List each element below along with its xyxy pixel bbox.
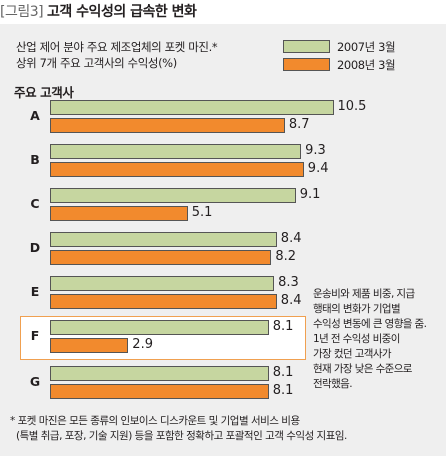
legend-label-2008: 2008년 3월 — [337, 58, 396, 72]
legend-swatch-2007 — [283, 40, 330, 53]
value-label-a-2007: 10.5 — [337, 99, 367, 114]
bar-c-2008 — [50, 206, 188, 221]
annotation-line: 현재 가장 낮은 수준으로 — [313, 363, 412, 375]
legend-swatch-2008 — [283, 58, 330, 71]
chart-subtitle-line-2: 상위 7개 주요 고객사의 수익성(%) — [16, 56, 177, 70]
value-label-g-2008: 8.1 — [272, 383, 294, 398]
bar-e-2008 — [50, 294, 277, 309]
value-label-d-2008: 8.2 — [275, 249, 297, 264]
category-label-f: F — [30, 328, 40, 343]
y-axis-title: 주요 고객사 — [14, 85, 74, 100]
bar-d-2007 — [50, 232, 277, 247]
bar-b-2008 — [50, 162, 304, 177]
annotation-line: 수익성 변동에 큰 영향을 줌. — [313, 318, 427, 330]
bar-d-2008 — [50, 250, 272, 265]
category-label-c: C — [30, 196, 40, 211]
footnote-line: * 포켓 마진은 모든 종류의 인보이스 디스카운트 및 기업별 서비스 비용 — [10, 415, 300, 427]
annotation-line: 행태의 변화가 기업별 — [313, 303, 401, 315]
value-label-f-2007: 8.1 — [272, 319, 294, 334]
category-label-e: E — [30, 284, 40, 299]
value-label-e-2008: 8.4 — [280, 293, 302, 308]
footnote-line: (특별 취급, 포장, 기술 지원) 등을 포함한 정확하고 포괄적인 고객 수… — [16, 430, 347, 442]
category-label-a: A — [30, 108, 40, 123]
annotation-line: 운송비와 제품 비중, 지급 — [313, 288, 415, 300]
value-label-a-2008: 8.7 — [288, 117, 310, 132]
annotation-line: 가장 컸던 고객사가 — [313, 348, 392, 360]
category-label-b: B — [30, 152, 40, 167]
legend-label-2007: 2007년 3월 — [337, 40, 396, 54]
value-label-f-2008: 2.9 — [132, 337, 153, 352]
annotation-line: 1년 전 수익성 비중이 — [313, 333, 400, 345]
bar-g-2008 — [50, 384, 269, 399]
bar-e-2007 — [50, 276, 275, 291]
value-label-b-2007: 9.3 — [305, 143, 326, 158]
value-label-g-2007: 8.1 — [272, 365, 294, 380]
value-label-d-2007: 8.4 — [280, 231, 302, 246]
value-label-e-2007: 8.3 — [278, 275, 299, 290]
figure-title: 고객 수익성의 급속한 변화 — [47, 4, 197, 20]
figure-label: [그림3] 고객 수익성의 급속한 변화 — [0, 1, 197, 21]
value-label-c-2008: 5.1 — [191, 205, 213, 220]
bar-c-2007 — [50, 188, 296, 203]
bar-a-2008 — [50, 118, 285, 133]
annotation: 운송비와 제품 비중, 지급 행태의 변화가 기업별 수익성 변동에 큰 영향을… — [313, 287, 443, 392]
bar-g-2007 — [50, 366, 269, 381]
value-label-c-2007: 9.1 — [299, 187, 321, 202]
footnote: * 포켓 마진은 모든 종류의 인보이스 디스카운트 및 기업별 서비스 비용 … — [10, 414, 347, 444]
bar-f-2007 — [50, 320, 269, 335]
figure-number: [그림3] — [0, 4, 44, 20]
bar-a-2007 — [50, 100, 334, 115]
value-label-b-2008: 9.4 — [307, 161, 329, 176]
bar-b-2007 — [50, 144, 302, 159]
category-label-d: D — [29, 240, 41, 255]
annotation-line: 전락했음. — [313, 378, 353, 390]
bar-f-2008 — [50, 338, 129, 353]
chart-subtitle-line-1: 산업 제어 분야 주요 제조업체의 포켓 마진.* — [16, 40, 218, 54]
category-label-g: G — [29, 374, 41, 389]
